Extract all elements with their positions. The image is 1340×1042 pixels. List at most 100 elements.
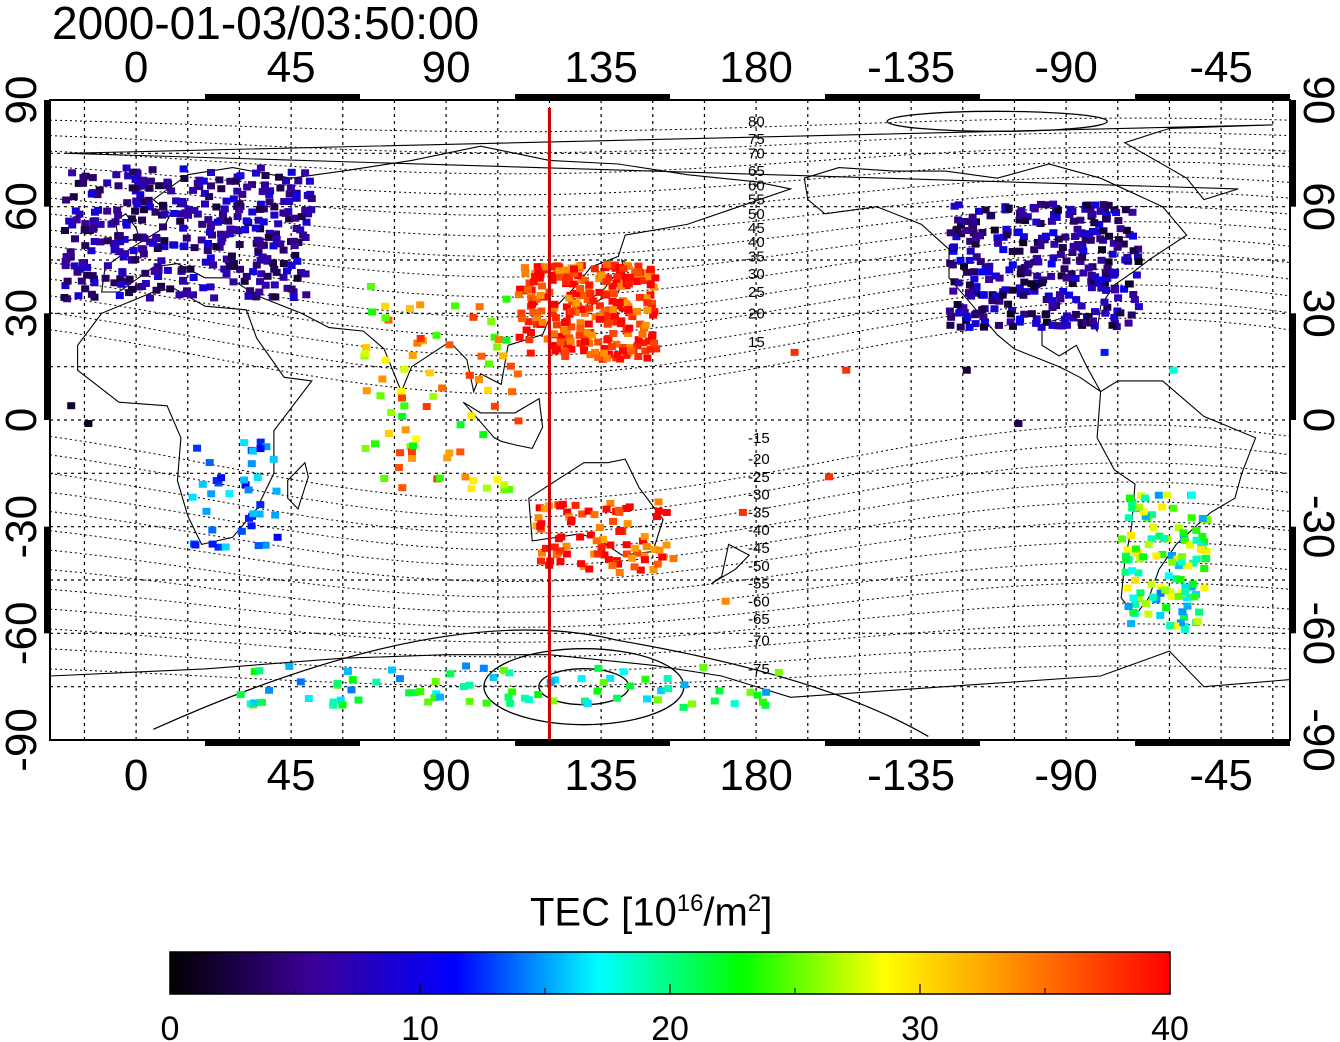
tec-cell <box>593 550 602 558</box>
tec-cell <box>1116 225 1125 233</box>
tec-cell <box>1062 274 1071 282</box>
contour-label: 35 <box>748 248 765 265</box>
tec-cell <box>633 549 642 557</box>
tec-cell <box>608 297 617 305</box>
left-frame-bar <box>44 313 50 420</box>
tec-cell <box>520 694 529 702</box>
tec-cell <box>1053 206 1062 214</box>
tec-cell <box>981 206 990 214</box>
tec-cell <box>1200 538 1208 546</box>
lat-tick-label-right: 90 <box>1294 76 1340 125</box>
tec-cell <box>622 505 631 512</box>
tec-cell <box>172 197 181 205</box>
tec-cell <box>517 309 526 317</box>
tec-cell <box>250 699 259 707</box>
tec-cell <box>556 558 565 565</box>
tec-cell <box>378 375 387 383</box>
tec-cluster-southern-africa <box>188 438 282 551</box>
tec-cell <box>1129 594 1138 602</box>
tec-cell <box>1089 317 1097 325</box>
lon-tick-label-bottom: 45 <box>267 751 316 800</box>
tec-cell <box>505 669 514 677</box>
tec-cell <box>103 237 112 245</box>
tec-cell <box>416 688 425 695</box>
tec-cell <box>1124 319 1133 327</box>
tec-cell <box>338 701 347 709</box>
tec-cell <box>361 350 370 357</box>
tec-cell <box>438 384 447 392</box>
tec-cell <box>950 202 959 210</box>
tec-cell <box>157 282 166 290</box>
tec-cell <box>600 349 608 357</box>
tec-cell <box>970 275 979 283</box>
tec-cell <box>83 271 92 279</box>
tec-cell <box>301 270 310 278</box>
tec-cell <box>261 181 269 189</box>
tec-cell <box>1168 593 1177 601</box>
tec-cell <box>556 338 565 346</box>
colorbar-title: TEC [1016/m2] <box>530 890 772 935</box>
contour-label: -70 <box>748 632 770 649</box>
tec-cell <box>985 276 994 283</box>
tec-cell <box>307 206 316 214</box>
tec-cell <box>213 218 222 226</box>
tec-cell <box>129 247 138 255</box>
tec-cell <box>1159 534 1168 542</box>
tec-cell <box>430 694 439 702</box>
tec-cell <box>489 673 498 681</box>
tec-cell <box>1127 620 1136 628</box>
tec-cell <box>1038 279 1047 287</box>
contour-label: 80 <box>748 113 765 130</box>
tec-cell <box>218 213 227 221</box>
tec-cell <box>398 484 407 492</box>
tec-cell <box>96 238 105 246</box>
lon-tick-label-bottom: -45 <box>1189 751 1253 800</box>
tec-cell <box>157 257 166 265</box>
tec-cell <box>1187 491 1196 499</box>
tec-cell <box>89 225 98 233</box>
tec-cell <box>1081 205 1090 213</box>
tec-cell <box>594 338 603 346</box>
tec-cell <box>212 477 221 484</box>
tec-cell <box>103 262 112 270</box>
tec-cell <box>304 695 313 702</box>
tec-cell <box>980 323 988 331</box>
tec-cell <box>1161 586 1170 594</box>
tec-cell <box>140 182 149 190</box>
tec-cell <box>538 549 546 557</box>
tec-cell <box>1183 602 1192 610</box>
tec-cell <box>640 556 649 564</box>
tec-cell <box>120 235 129 243</box>
tec-cell <box>259 218 268 226</box>
tec-cell <box>398 412 407 420</box>
tec-cell <box>699 663 708 671</box>
tec-cell <box>207 169 215 176</box>
tec-cell <box>220 265 229 273</box>
tec-cell <box>252 169 260 177</box>
colorbar-tick-label: 0 <box>161 1010 180 1042</box>
tec-cell <box>264 233 273 241</box>
tec-cell <box>362 344 371 352</box>
tec-cell <box>116 275 125 283</box>
tec-cell <box>969 229 978 237</box>
tec-cell <box>429 392 438 400</box>
tec-cell <box>541 263 549 271</box>
tec-cell <box>1180 613 1188 621</box>
tec-cell <box>265 198 274 206</box>
tec-cell <box>443 454 452 462</box>
tec-cell <box>1088 210 1097 218</box>
tec-cell <box>1076 216 1085 224</box>
tec-cell <box>624 330 633 337</box>
tec-cell <box>550 263 559 271</box>
tec-cell <box>584 320 593 328</box>
tec-cell <box>1111 286 1119 294</box>
lon-tick-label-top: -90 <box>1034 43 1098 92</box>
tec-cell <box>251 224 260 232</box>
tec-cell <box>206 283 215 291</box>
tec-cell <box>215 176 224 184</box>
tec-cell <box>465 697 474 705</box>
tec-cell <box>576 319 585 327</box>
tec-cell <box>336 696 345 704</box>
tec-cell <box>952 233 961 241</box>
tec-cell <box>216 230 225 238</box>
